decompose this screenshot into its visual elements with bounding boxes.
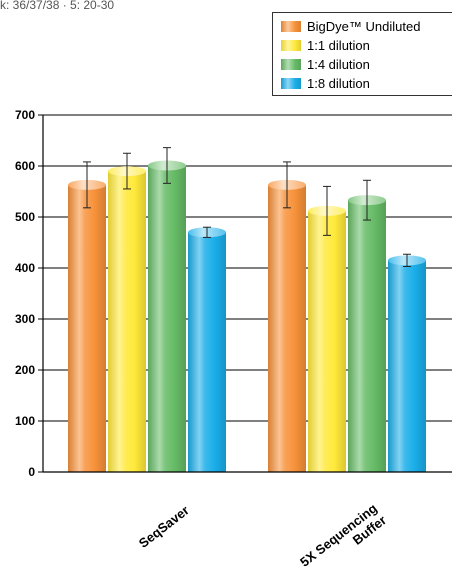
legend-label: 1:4 dilution: [307, 57, 370, 72]
y-tick-label: 700: [15, 108, 35, 122]
y-tick-label: 300: [15, 312, 35, 326]
x-category-label: SeqSaver: [136, 503, 192, 551]
legend-swatch-bigdye-undiluted: [281, 21, 301, 32]
top-note: k: 36/37/38 · 5: 20-30: [0, 0, 115, 12]
x-category-label: 5X SequencingBuffer: [297, 501, 389, 577]
y-tick-label: 400: [15, 261, 35, 275]
legend-label: BigDye™ Undiluted: [307, 19, 421, 34]
legend-label: 1:8 dilution: [307, 76, 370, 91]
axes: [42, 115, 452, 473]
y-tick-label: 600: [15, 159, 35, 173]
legend-swatch-1-4-dilution: [281, 59, 301, 70]
bar-0-2: [148, 165, 186, 473]
legend-label: 1:1 dilution: [307, 38, 370, 53]
legend-swatch-1-8-dilution: [281, 78, 301, 89]
bar-1-3: [388, 260, 426, 472]
bar-0-0: [68, 184, 106, 472]
y-tick-label: 0: [28, 465, 35, 479]
bar-0-1: [108, 171, 146, 472]
bar-1-1: [308, 210, 346, 472]
legend: BigDye™ Undiluted 1:1 dilution 1:4 dilut…: [272, 12, 452, 96]
legend-item-1-8-dilution: 1:8 dilution: [281, 74, 452, 93]
y-tick-label: 200: [15, 363, 35, 377]
legend-item-1-4-dilution: 1:4 dilution: [281, 55, 452, 74]
bar-1-2: [348, 200, 386, 473]
legend-item-bigdye-undiluted: BigDye™ Undiluted: [281, 17, 452, 36]
y-tick-label: 100: [15, 414, 35, 428]
y-tick-label: 500: [15, 210, 35, 224]
legend-swatch-1-1-dilution: [281, 40, 301, 51]
bar-1-0: [268, 184, 306, 472]
legend-item-1-1-dilution: 1:1 dilution: [281, 36, 452, 55]
bars: [68, 147, 426, 473]
bar-0-3: [188, 232, 226, 472]
